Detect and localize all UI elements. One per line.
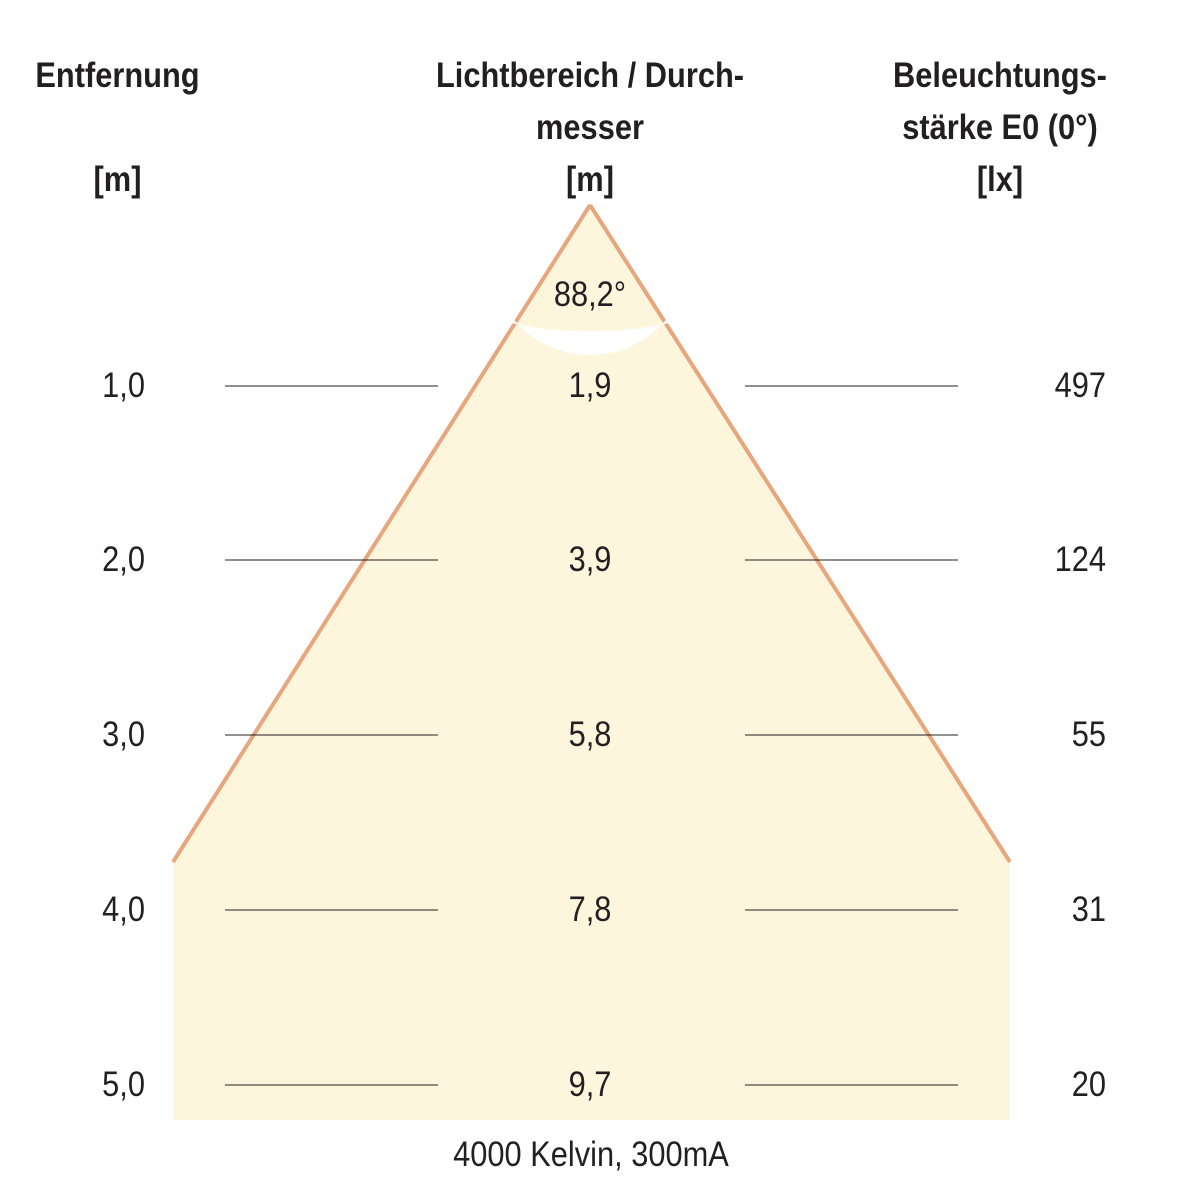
- diameter-value: 9,7: [568, 1065, 612, 1104]
- distance-header: Entfernung [m]: [14, 50, 221, 206]
- diameter-header: Lichtbereich / Durch- messer [m]: [414, 50, 766, 206]
- illuminance-title-2: stärke E0 (0°): [902, 108, 1098, 147]
- distance-title: Entfernung: [35, 56, 200, 95]
- angle-arc-gap: [490, 255, 690, 355]
- illuminance-title-1: Beleuchtungs-: [893, 56, 1107, 95]
- distance-unit: [m]: [93, 160, 142, 199]
- distance-value: 1,0: [102, 366, 145, 405]
- illuminance-value: 497: [1054, 366, 1106, 405]
- diameter-value: 5,8: [568, 715, 612, 754]
- footer-label: 4000 Kelvin, 300mA: [453, 1135, 729, 1174]
- light-cone-fill: [173, 205, 1010, 1120]
- beam-angle-label: 88,2°: [553, 275, 627, 314]
- diameter-value: 3,9: [568, 540, 612, 579]
- distance-value: 3,0: [102, 715, 145, 754]
- cone-edge-right: [588, 203, 1012, 864]
- distance-value: 2,0: [102, 540, 145, 579]
- distance-value: 5,0: [102, 1065, 145, 1104]
- diameter-value: 1,9: [568, 366, 612, 405]
- illuminance-value: 55: [1071, 715, 1106, 754]
- diameter-unit: [m]: [566, 160, 614, 199]
- distance-value: 4,0: [102, 890, 145, 929]
- illuminance-value: 31: [1071, 890, 1106, 929]
- distance-guide-lines: [225, 385, 958, 1086]
- cone-edge-left: [171, 203, 592, 864]
- illuminance-unit: [lx]: [976, 160, 1024, 199]
- diameter-value: 7,8: [568, 890, 612, 929]
- illuminance-value: 124: [1054, 540, 1106, 579]
- illuminance-value: 20: [1071, 1065, 1106, 1104]
- diameter-title-1: Lichtbereich / Durch-: [435, 56, 745, 95]
- illuminance-header: Beleuchtungs- stärke E0 (0°) [lx]: [859, 50, 1141, 206]
- diameter-title-2: messer: [536, 108, 644, 147]
